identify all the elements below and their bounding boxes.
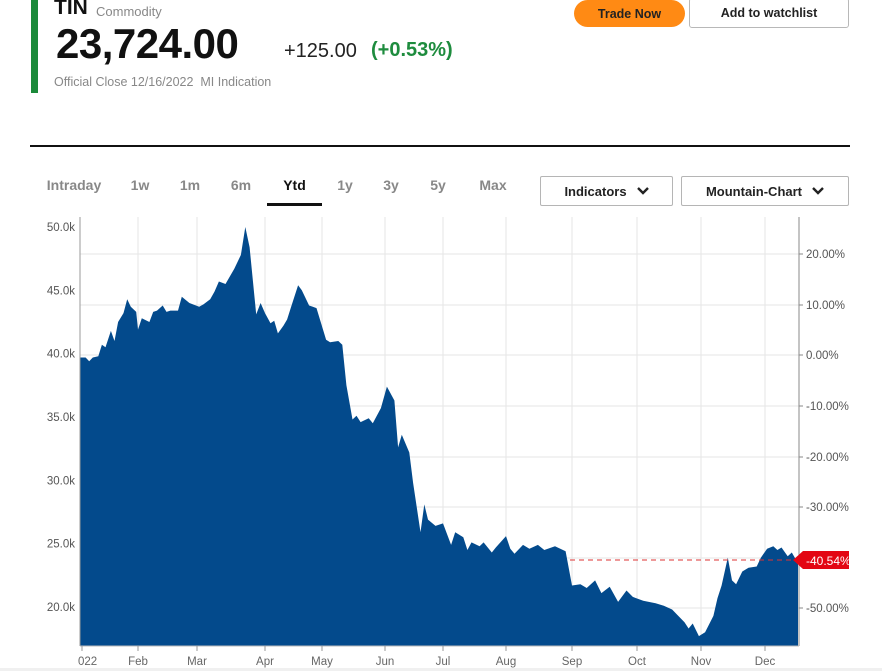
svg-text:Jun: Jun (376, 656, 395, 668)
svg-text:Nov: Nov (691, 656, 712, 668)
tab-max[interactable]: Max (479, 177, 507, 193)
last-price: 23,724.00 (56, 20, 239, 67)
svg-text:-50.00%: -50.00% (806, 603, 849, 615)
tab-6m[interactable]: 6m (230, 177, 252, 193)
svg-text:35.0k: 35.0k (47, 412, 75, 424)
svg-text:40.0k: 40.0k (47, 349, 75, 361)
svg-text:20.0k: 20.0k (47, 602, 75, 614)
svg-text:50.0k: 50.0k (47, 222, 75, 234)
tab-1w[interactable]: 1w (130, 177, 150, 193)
svg-text:022: 022 (78, 656, 97, 668)
bottom-strip (0, 668, 882, 671)
price-chart[interactable]: 20.0k 25.0k 30.0k 35.0k 40.0k 45.0k 50.0k 20.0… (0, 215, 882, 671)
svg-text:20.00%: 20.00% (806, 249, 845, 261)
price-change-percent: (+0.53%) (371, 39, 453, 61)
close-info: Official Close 12/16/2022 MI Indication (54, 75, 272, 89)
tab-1m[interactable]: 1m (179, 177, 201, 193)
svg-text:10.00%: 10.00% (806, 300, 845, 312)
svg-text:May: May (311, 656, 333, 668)
trade-now-button[interactable]: Trade Now (574, 0, 685, 27)
price-area-series (80, 227, 798, 646)
chart-type-dropdown[interactable]: Mountain-Chart (681, 176, 849, 206)
svg-text:25.0k: 25.0k (47, 539, 75, 551)
indicators-label: Indicators (564, 183, 627, 199)
svg-text:-10.00%: -10.00% (806, 401, 849, 413)
svg-text:Mar: Mar (187, 656, 207, 668)
last-value-marker: -40.54% (793, 551, 851, 569)
tab-5y[interactable]: 5y (430, 177, 446, 193)
svg-text:30.0k: 30.0k (47, 475, 75, 487)
ticker-symbol: TIN (54, 0, 88, 19)
tab-3y[interactable]: 3y (383, 177, 399, 193)
svg-text:-30.00%: -30.00% (806, 502, 849, 514)
accent-bar (31, 0, 38, 93)
svg-text:-20.00%: -20.00% (806, 452, 849, 464)
chevron-down-icon (636, 187, 649, 195)
asset-type: Commodity (96, 4, 162, 19)
svg-text:-40.54%: -40.54% (806, 554, 851, 568)
tab-ytd[interactable]: Ytd (267, 170, 322, 206)
tab-intraday[interactable]: Intraday (46, 177, 102, 193)
tab-1y[interactable]: 1y (337, 177, 353, 193)
svg-text:0.00%: 0.00% (806, 350, 839, 362)
indicators-dropdown[interactable]: Indicators (540, 176, 673, 206)
svg-text:Oct: Oct (628, 656, 647, 668)
chevron-down-icon (812, 187, 824, 195)
svg-text:Apr: Apr (256, 656, 274, 668)
svg-text:Sep: Sep (562, 656, 582, 668)
svg-text:Feb: Feb (128, 656, 148, 668)
section-divider (30, 145, 850, 147)
svg-text:45.0k: 45.0k (47, 285, 75, 297)
svg-text:Jul: Jul (436, 656, 451, 668)
price-change: +125.00 (284, 40, 357, 62)
right-axis-labels: 20.00% 10.00% 0.00% -10.00% -20.00% -30.00% -5… (799, 249, 849, 615)
add-to-watchlist-button[interactable]: Add to watchlist (689, 0, 849, 28)
x-axis-labels: 022 Feb Mar Apr May Jun Jul Aug Sep Oct Nov Dec (78, 646, 775, 668)
svg-text:Aug: Aug (496, 656, 516, 668)
left-axis-labels: 20.0k 25.0k 30.0k 35.0k 40.0k 45.0k 50.0k (47, 222, 75, 614)
chart-type-label: Mountain-Chart (705, 183, 803, 199)
svg-text:Dec: Dec (755, 656, 776, 668)
